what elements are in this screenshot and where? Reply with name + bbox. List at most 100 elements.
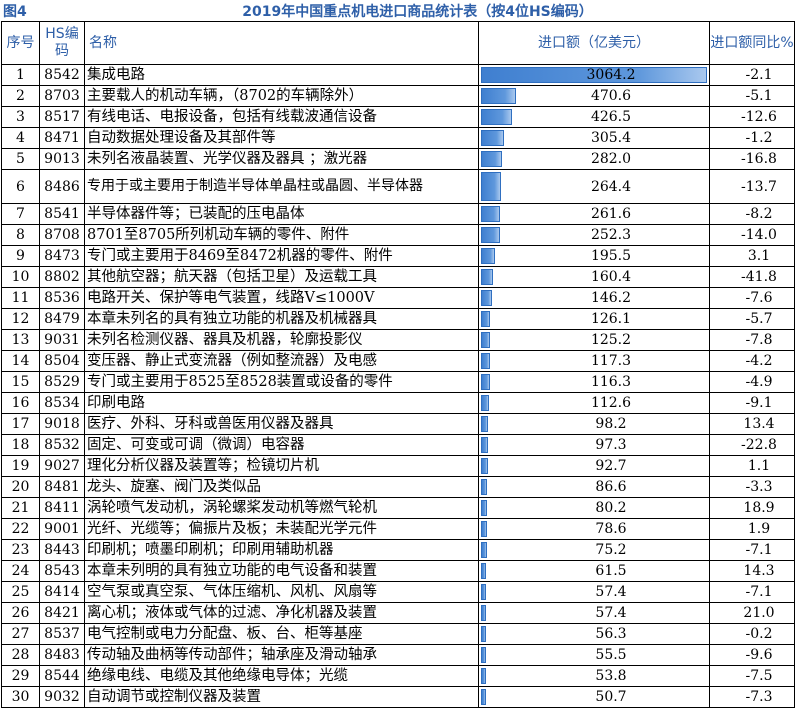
row-yoy-change: 1.1 bbox=[709, 455, 795, 477]
value-bar bbox=[481, 542, 487, 558]
row-seq: 13 bbox=[1, 329, 40, 351]
row-hs-code: 8542 bbox=[39, 64, 85, 86]
value-text: 126.1 bbox=[590, 311, 632, 327]
row-seq: 29 bbox=[1, 665, 40, 687]
row-import-value: 146.2 bbox=[478, 287, 710, 309]
row-yoy-change: -7.6 bbox=[709, 287, 795, 309]
row-import-value: 3064.2 bbox=[478, 64, 710, 86]
table-row: 10 8802 其他航空器；航天器（包括卫星）及运载工具 160.4 -41.8 bbox=[1, 266, 795, 288]
row-import-value: 305.4 bbox=[478, 127, 710, 149]
row-name: 印刷机；喷墨印刷机；印刷用辅助机器 bbox=[84, 539, 479, 561]
value-bar bbox=[481, 206, 501, 222]
row-import-value: 78.6 bbox=[478, 518, 710, 540]
row-yoy-change: -8.2 bbox=[709, 203, 795, 225]
value-bar bbox=[481, 269, 493, 285]
row-seq: 17 bbox=[1, 413, 40, 435]
row-hs-code: 8532 bbox=[39, 434, 85, 456]
value-text: 57.4 bbox=[595, 584, 627, 600]
row-name: 电路开关、保护等电气装置，线路V≤1000V bbox=[84, 287, 479, 309]
header-yoy-change: 进口额同比% bbox=[709, 21, 795, 65]
row-yoy-change: -16.8 bbox=[709, 148, 795, 170]
row-yoy-change: -22.8 bbox=[709, 434, 795, 456]
value-text: 98.2 bbox=[595, 416, 627, 432]
row-seq: 12 bbox=[1, 308, 40, 330]
value-text: 56.3 bbox=[595, 626, 627, 642]
value-bar bbox=[481, 395, 490, 411]
value-text: 264.4 bbox=[590, 178, 632, 195]
value-bar bbox=[481, 353, 490, 369]
row-import-value: 117.3 bbox=[478, 350, 710, 372]
row-name: 电气控制或电力分配盘、板、台、柜等基座 bbox=[84, 623, 479, 645]
row-seq: 14 bbox=[1, 350, 40, 372]
row-hs-code: 8483 bbox=[39, 644, 85, 666]
value-bar bbox=[481, 458, 488, 474]
row-hs-code: 8443 bbox=[39, 539, 85, 561]
value-text: 61.5 bbox=[595, 563, 627, 579]
row-yoy-change: 14.3 bbox=[709, 560, 795, 582]
row-import-value: 86.6 bbox=[478, 476, 710, 498]
header-name: 名称 bbox=[84, 21, 479, 65]
row-import-value: 97.3 bbox=[478, 434, 710, 456]
row-name: 未列名检测仪器、器具及机器，轮廓投影仪 bbox=[84, 329, 479, 351]
row-name: 医疗、外科、牙科或兽医用仪器及器具 bbox=[84, 413, 479, 435]
row-import-value: 55.5 bbox=[478, 644, 710, 666]
row-hs-code: 9001 bbox=[39, 518, 85, 540]
table-row: 13 9031 未列名检测仪器、器具及机器，轮廓投影仪 125.2 -7.8 bbox=[1, 329, 795, 351]
row-name: 本章未列名的具有独立功能的机器及机械器具 bbox=[84, 308, 479, 330]
row-seq: 30 bbox=[1, 686, 40, 708]
row-hs-code: 8534 bbox=[39, 392, 85, 414]
header-import-value: 进口额（亿美元） bbox=[478, 21, 710, 65]
value-text: 92.7 bbox=[595, 458, 627, 474]
value-text: 426.5 bbox=[590, 109, 632, 125]
row-name: 变压器、静止式变流器（例如整流器）及电感 bbox=[84, 350, 479, 372]
row-import-value: 75.2 bbox=[478, 539, 710, 561]
row-name: 未列名液晶装置、光学仪器及器具 ；激光器 bbox=[84, 148, 479, 170]
value-bar bbox=[481, 151, 502, 167]
row-seq: 5 bbox=[1, 148, 40, 170]
row-yoy-change: 1.9 bbox=[709, 518, 795, 540]
row-import-value: 57.4 bbox=[478, 602, 710, 624]
value-text: 195.5 bbox=[590, 248, 632, 264]
value-text: 305.4 bbox=[590, 130, 632, 146]
row-import-value: 50.7 bbox=[478, 686, 710, 708]
row-seq: 27 bbox=[1, 623, 40, 645]
row-hs-code: 8537 bbox=[39, 623, 85, 645]
row-seq: 9 bbox=[1, 245, 40, 267]
row-import-value: 160.4 bbox=[478, 266, 710, 288]
value-bar bbox=[481, 563, 486, 579]
row-hs-code: 8529 bbox=[39, 371, 85, 393]
row-hs-code: 9031 bbox=[39, 329, 85, 351]
row-import-value: 80.2 bbox=[478, 497, 710, 519]
row-yoy-change: -7.5 bbox=[709, 665, 795, 687]
table-row: 29 8544 绝缘电线、电缆及其他绝缘电导体；光缆 53.8 -7.5 bbox=[1, 665, 795, 687]
row-yoy-change: -12.6 bbox=[709, 106, 795, 128]
row-seq: 3 bbox=[1, 106, 40, 128]
value-bar bbox=[481, 290, 492, 306]
value-bar bbox=[481, 437, 489, 453]
value-bar bbox=[481, 605, 486, 621]
row-seq: 25 bbox=[1, 581, 40, 603]
row-import-value: 426.5 bbox=[478, 106, 710, 128]
row-seq: 7 bbox=[1, 203, 40, 225]
row-yoy-change: 18.9 bbox=[709, 497, 795, 519]
table-row: 28 8483 传动轴及曲柄等传动部件；轴承座及滑动轴承 55.5 -9.6 bbox=[1, 644, 795, 666]
value-text: 97.3 bbox=[595, 437, 627, 453]
value-bar bbox=[481, 227, 500, 243]
row-import-value: 53.8 bbox=[478, 665, 710, 687]
row-hs-code: 8543 bbox=[39, 560, 85, 582]
table-row: 25 8414 空气泵或真空泵、气体压缩机、风机、风扇等 57.4 -7.1 bbox=[1, 581, 795, 603]
row-import-value: 252.3 bbox=[478, 224, 710, 246]
table-row: 27 8537 电气控制或电力分配盘、板、台、柜等基座 56.3 -0.2 bbox=[1, 623, 795, 645]
value-bar bbox=[481, 130, 504, 146]
value-text: 470.6 bbox=[590, 88, 632, 104]
table-row: 1 8542 集成电路 3064.2 -2.1 bbox=[1, 64, 795, 86]
row-yoy-change: -9.1 bbox=[709, 392, 795, 414]
row-name: 涡轮喷气发动机，涡轮螺桨发动机等燃气轮机 bbox=[84, 497, 479, 519]
row-hs-code: 8703 bbox=[39, 85, 85, 107]
table-row: 26 8421 离心机；液体或气体的过滤、净化机器及装置 57.4 21.0 bbox=[1, 602, 795, 624]
row-name: 专门或主要用于8469至8472机器的零件、附件 bbox=[84, 245, 479, 267]
header-hs-code: HS编码 bbox=[39, 21, 85, 65]
row-import-value: 126.1 bbox=[478, 308, 710, 330]
import-statistics-table: 序号 HS编码 名称 进口额（亿美元） 进口额同比% 1 8542 集成电路 3064… bbox=[1, 21, 795, 708]
row-name: 半导体器件等；已装配的压电晶体 bbox=[84, 203, 479, 225]
